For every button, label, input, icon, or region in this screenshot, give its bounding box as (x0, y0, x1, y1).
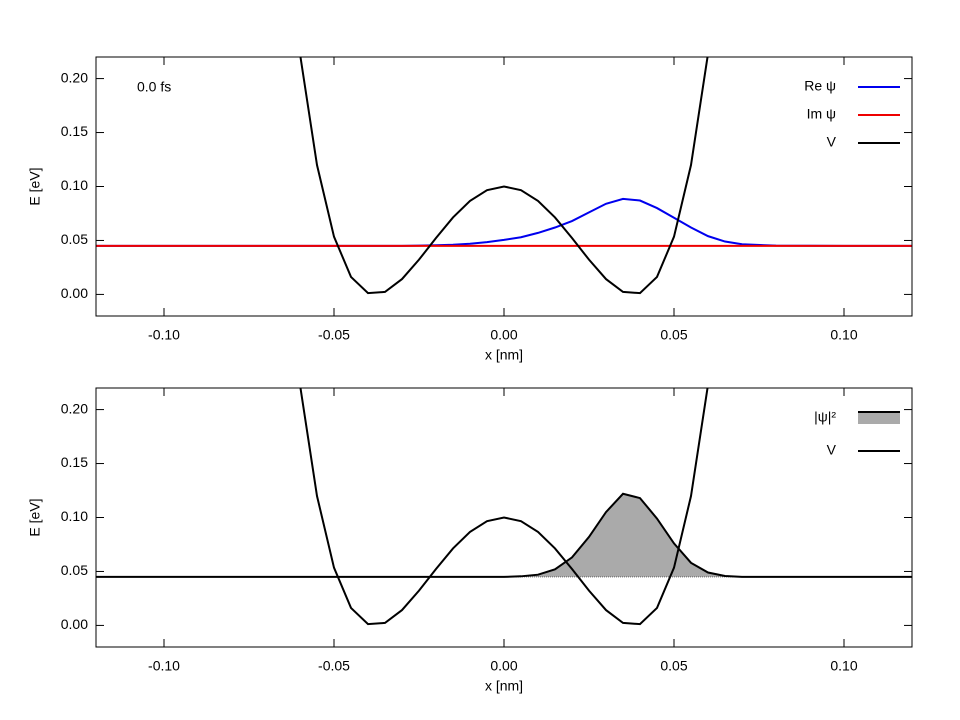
annotation: 0.0 fs (137, 79, 171, 95)
legend-label: V (827, 134, 837, 150)
y-tick-label: 0.05 (61, 231, 88, 247)
panel (96, 388, 912, 626)
x-tick-label: 0.05 (660, 658, 687, 674)
x-tick-label: 0.00 (490, 658, 517, 674)
y-axis-label: E [eV] (27, 167, 43, 205)
x-tick-label: -0.10 (148, 658, 180, 674)
y-axis-label: E [eV] (27, 498, 43, 536)
area (96, 493, 912, 577)
y-tick-label: 0.00 (61, 616, 88, 632)
panel (96, 57, 912, 295)
plot-area (96, 388, 912, 626)
legend-label: Re ψ (804, 78, 836, 94)
legend-label: Im ψ (807, 106, 836, 122)
x-tick-label: 0.10 (830, 327, 857, 343)
legend-label: |ψ|² (814, 409, 836, 425)
x-tick-label: 0.10 (830, 658, 857, 674)
y-tick-label: 0.10 (61, 508, 88, 524)
x-tick-label: -0.10 (148, 327, 180, 343)
legend-swatch (858, 412, 900, 424)
x-tick-label: -0.05 (318, 327, 350, 343)
y-tick-label: 0.20 (61, 400, 88, 416)
x-tick-label: 0.05 (660, 327, 687, 343)
line (96, 197, 912, 247)
x-axis-label: x [nm] (485, 678, 523, 694)
line (299, 388, 709, 626)
x-tick-label: -0.05 (318, 658, 350, 674)
y-tick-label: 0.10 (61, 177, 88, 193)
y-tick-label: 0.15 (61, 454, 88, 470)
y-tick-label: 0.00 (61, 285, 88, 301)
y-tick-label: 0.20 (61, 69, 88, 85)
legend-label: V (827, 442, 837, 458)
line (299, 57, 709, 295)
y-tick-label: 0.15 (61, 123, 88, 139)
plot-area (96, 57, 912, 295)
x-axis-label: x [nm] (485, 347, 523, 363)
x-tick-label: 0.00 (490, 327, 517, 343)
y-tick-label: 0.05 (61, 562, 88, 578)
line (96, 492, 912, 578)
